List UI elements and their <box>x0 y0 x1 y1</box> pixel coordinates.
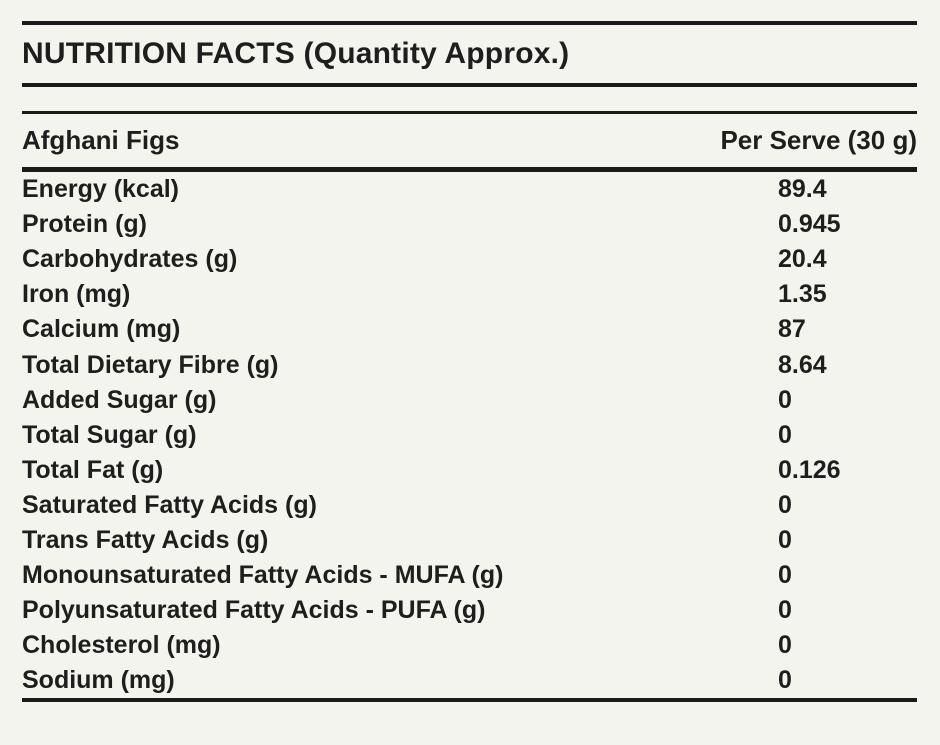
nutrition-label: NUTRITION FACTS (Quantity Approx.) Afgha… <box>0 21 940 745</box>
nutrient-name: Cholesterol (mg) <box>22 631 221 660</box>
nutrient-name: Added Sugar (g) <box>22 385 217 414</box>
nutrient-value: 0 <box>778 666 792 695</box>
table-row: Carbohydrates (g) 20.4 <box>22 242 917 277</box>
top-rule <box>22 21 917 25</box>
rule-above-columns <box>22 111 917 114</box>
nutrient-value: 0 <box>778 631 792 660</box>
nutrient-value: 87 <box>778 315 806 344</box>
nutrient-value: 0.945 <box>778 210 841 239</box>
rule-under-title <box>22 83 917 87</box>
table-row: Total Dietary Fibre (g) 8.64 <box>22 347 917 382</box>
table-row: Iron (mg) 1.35 <box>22 277 917 312</box>
table-row: Protein (g) 0.945 <box>22 207 917 242</box>
nutrient-name: Polyunsaturated Fatty Acids - PUFA (g) <box>22 596 486 625</box>
nutrition-table: Energy (kcal) 89.4 Protein (g) 0.945 Car… <box>22 172 917 698</box>
nutrient-value: 0.126 <box>778 455 841 484</box>
table-row: Trans Fatty Acids (g) 0 <box>22 523 917 558</box>
header-gap <box>22 87 917 111</box>
rule-below-columns <box>22 167 917 172</box>
bottom-rule <box>22 698 917 703</box>
nutrient-value: 8.64 <box>778 350 827 379</box>
table-row: Cholesterol (mg) 0 <box>22 628 917 663</box>
table-row: Total Fat (g) 0.126 <box>22 453 917 488</box>
nutrient-value: 0 <box>778 561 792 590</box>
nutrient-name: Protein (g) <box>22 210 147 239</box>
table-row: Added Sugar (g) 0 <box>22 383 917 418</box>
nutrient-value: 0 <box>778 420 792 449</box>
nutrient-value: 0 <box>778 596 792 625</box>
nutrient-name: Total Sugar (g) <box>22 420 197 449</box>
nutrient-value: 0 <box>778 490 792 519</box>
nutrient-name: Trans Fatty Acids (g) <box>22 525 269 554</box>
column-header-row: Afghani Figs Per Serve (30 g) <box>22 114 917 167</box>
table-row: Calcium (mg) 87 <box>22 312 917 347</box>
nutrient-name: Monounsaturated Fatty Acids - MUFA (g) <box>22 561 504 590</box>
nutrient-name: Sodium (mg) <box>22 666 175 695</box>
table-row: Energy (kcal) 89.4 <box>22 172 917 207</box>
product-name: Afghani Figs <box>22 125 180 155</box>
table-row: Saturated Fatty Acids (g) 0 <box>22 488 917 523</box>
table-row: Total Sugar (g) 0 <box>22 418 917 453</box>
page-title: NUTRITION FACTS (Quantity Approx.) <box>22 37 570 70</box>
nutrient-value: 0 <box>778 385 792 414</box>
table-row: Monounsaturated Fatty Acids - MUFA (g) 0 <box>22 558 917 593</box>
nutrient-name: Total Fat (g) <box>22 455 164 484</box>
serving-column-header: Per Serve (30 g) <box>720 125 917 155</box>
title-block: NUTRITION FACTS (Quantity Approx.) <box>22 25 917 83</box>
nutrient-value: 89.4 <box>778 175 827 204</box>
nutrient-name: Carbohydrates (g) <box>22 245 238 274</box>
nutrient-value: 1.35 <box>778 280 827 309</box>
nutrient-value: 20.4 <box>778 245 827 274</box>
nutrient-name: Saturated Fatty Acids (g) <box>22 490 317 519</box>
nutrient-value: 0 <box>778 525 792 554</box>
nutrient-name: Calcium (mg) <box>22 315 181 344</box>
nutrient-name: Iron (mg) <box>22 280 131 309</box>
nutrient-name: Total Dietary Fibre (g) <box>22 350 279 379</box>
table-row: Polyunsaturated Fatty Acids - PUFA (g) 0 <box>22 593 917 628</box>
nutrient-name: Energy (kcal) <box>22 175 180 204</box>
table-row: Sodium (mg) 0 <box>22 663 917 698</box>
